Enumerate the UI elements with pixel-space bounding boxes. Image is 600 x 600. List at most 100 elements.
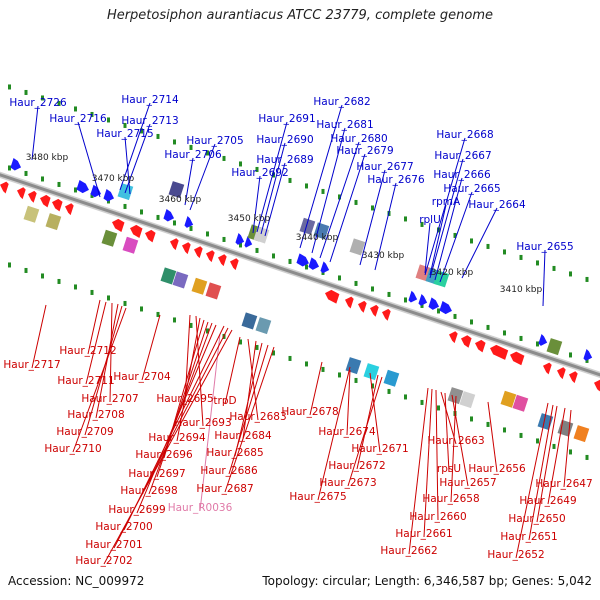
reverse-gene-label: trpD — [213, 395, 236, 407]
feature-block — [546, 338, 563, 356]
reverse-gene-label: Haur_2675 — [289, 491, 346, 503]
reverse-gene-label: Haur_2717 — [3, 359, 60, 371]
tick-mark — [255, 344, 259, 350]
leader-line — [542, 249, 546, 307]
reverse-gene-label: Haur_2663 — [427, 435, 484, 447]
reverse-gene-label: Haur_2709 — [56, 426, 113, 438]
reverse-gene-label: Haur_2673 — [319, 477, 376, 489]
forward-gene-arrow — [90, 184, 102, 198]
forward-gene-label: Haur_2689 — [256, 154, 313, 166]
leader-line — [319, 141, 360, 259]
tick-mark — [8, 165, 11, 171]
tick-mark — [569, 352, 572, 358]
leader-line — [317, 366, 351, 501]
reverse-gene-label: Haur_2687 — [196, 483, 253, 495]
leader-line — [228, 344, 269, 475]
reverse-gene-arrow — [181, 242, 191, 255]
forward-gene-arrow — [538, 334, 548, 346]
reverse-gene-label: Haur_2712 — [59, 345, 116, 357]
reverse-gene-label: Haur_2711 — [57, 375, 114, 387]
reverse-gene-label: Haur_2686 — [200, 465, 258, 477]
tick-mark — [272, 253, 275, 259]
feature-block — [512, 394, 529, 412]
leader-line — [109, 302, 113, 403]
forward-gene-label: Haur_2716 — [49, 113, 107, 125]
leader-line — [429, 158, 464, 279]
tick-mark — [536, 260, 539, 266]
leader-line — [189, 143, 216, 211]
reverse-gene-arrow — [557, 367, 566, 380]
forward-gene-label: rpmA — [432, 196, 461, 208]
forward-gene-arrow — [163, 209, 175, 222]
forward-gene-label: Haur_2655 — [516, 241, 573, 253]
leader-line — [444, 392, 450, 473]
forward-gene-label: Haur_2713 — [121, 115, 178, 127]
reverse-gene-label: Haur_2695 — [156, 393, 213, 405]
tick-mark — [90, 111, 94, 117]
feature-block — [241, 312, 258, 330]
reverse-gene-arrow — [490, 344, 509, 360]
reverse-gene-label: Haur_2693 — [174, 417, 231, 429]
leader-line — [311, 127, 346, 254]
scale-label: 3440 kbp — [296, 233, 339, 243]
reverse-gene-arrow — [344, 296, 354, 309]
forward-gene-label: Haur_2714 — [121, 94, 179, 106]
tick-mark — [387, 388, 391, 394]
reverse-gene-arrow — [568, 371, 578, 384]
gene-labels: Haur_2726Haur_2716Haur_2714Haur_2713Haur… — [3, 94, 592, 567]
reverse-gene-label: Haur_2658 — [422, 493, 479, 505]
tick-mark — [519, 254, 523, 260]
tick-mark — [41, 273, 44, 279]
leader-line — [184, 157, 194, 206]
reverse-gene-arrow — [40, 194, 51, 208]
reverse-gene-arrow — [358, 300, 367, 313]
feature-block — [172, 271, 189, 289]
tick-mark — [272, 172, 275, 178]
scale-label: 3480 kbp — [26, 153, 69, 163]
leader-line — [141, 314, 161, 381]
tick-mark — [222, 236, 226, 242]
tick-mark — [189, 144, 193, 150]
forward-gene-label: Haur_2679 — [336, 145, 393, 157]
feature-block — [363, 363, 380, 381]
accession-text: Accession: NC_009972 — [8, 574, 145, 588]
tick-mark — [8, 262, 11, 268]
backbone-line — [0, 173, 600, 377]
feature-block — [313, 222, 330, 240]
feature-block — [122, 236, 139, 254]
tick-mark — [569, 271, 572, 277]
tick-mark — [338, 372, 341, 378]
tick-mark — [288, 177, 292, 183]
reverse-gene-arrow — [594, 379, 600, 392]
tick-mark — [222, 155, 226, 161]
forward-gene-label: Haur_2690 — [256, 134, 313, 146]
topology-text: Topology: circular; Length: 6,346,587 bp… — [262, 574, 592, 588]
tick-mark — [552, 265, 556, 271]
leader-line — [359, 169, 386, 266]
leader-line — [515, 402, 549, 559]
leader-line — [103, 329, 233, 565]
tick-mark — [173, 139, 176, 145]
reverse-gene-label: Haur_2710 — [44, 443, 101, 455]
tick-mark — [140, 128, 143, 134]
leader-line — [199, 333, 221, 512]
leader-line — [487, 401, 498, 473]
tick-mark — [470, 238, 473, 244]
tick-mark — [156, 133, 160, 139]
reverse-gene-arrow — [325, 289, 340, 304]
tick-mark — [387, 291, 391, 297]
reverse-gene-label: Haur_2674 — [318, 426, 376, 438]
tick-mark — [41, 176, 44, 182]
tick-mark — [255, 247, 259, 253]
tick-mark — [288, 355, 292, 361]
forward-gene-label: Haur_2668 — [436, 129, 493, 141]
forward-gene-arrow — [235, 233, 245, 245]
reverse-gene-label: Haur_2678 — [281, 406, 338, 418]
tick-mark — [437, 405, 440, 411]
leader-line — [439, 191, 473, 283]
tick-mark — [288, 258, 292, 264]
forward-gene-arrow — [296, 253, 309, 267]
tick-mark — [569, 449, 572, 455]
leader-line — [450, 395, 457, 503]
